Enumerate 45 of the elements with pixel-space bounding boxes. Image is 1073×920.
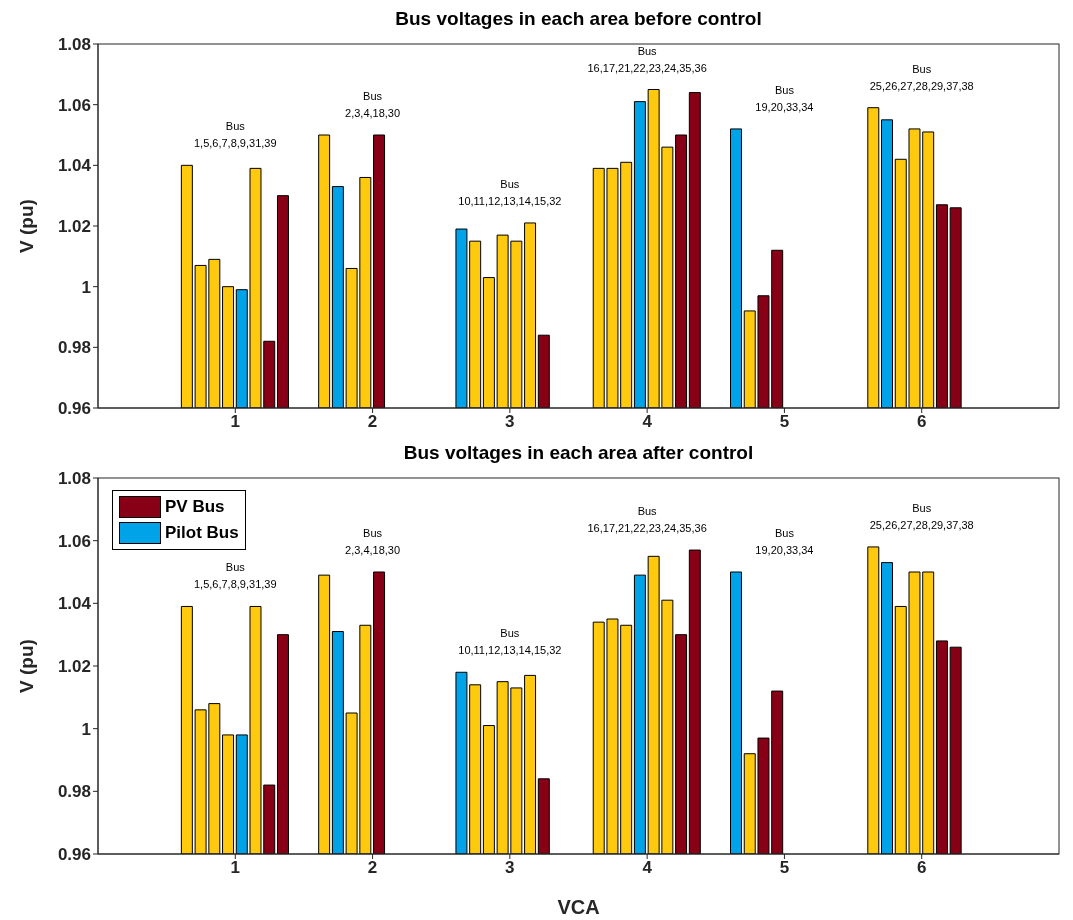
chart-title: Bus voltages in each area before control <box>394 8 763 31</box>
legend-label: Pilot Bus <box>165 523 239 543</box>
x-tick-label: 5 <box>779 412 790 432</box>
annotation: Bus 2,3,4,18,30 <box>345 90 401 119</box>
y-axis-title: V (pu) <box>15 639 37 693</box>
x-axis-title: VCA <box>557 896 600 918</box>
x-tick-label: 4 <box>642 412 653 432</box>
annotation: Bus 25,26,27,28,29,37,38 <box>869 501 974 531</box>
annotation: Bus 25,26,27,28,29,37,38 <box>869 62 974 92</box>
y-tick-label: 0.98 <box>57 338 91 358</box>
y-tick-label: 1 <box>81 277 91 297</box>
annotation: Bus 1,5,6,7,8,9,31,39 <box>194 120 277 150</box>
y-tick-label: 1.02 <box>57 217 91 237</box>
y-tick-label: 1.08 <box>57 469 91 489</box>
annotation: Bus 19,20,33,34 <box>755 83 814 113</box>
y-tick-label: 0.96 <box>57 399 91 419</box>
y-tick-label: 0.96 <box>57 845 91 865</box>
y-tick-label: 1.04 <box>57 594 92 614</box>
y-tick-label: 0.98 <box>57 782 91 802</box>
annotation: Bus 16,17,21,22,23,24,35,36 <box>587 505 707 535</box>
y-tick-label: 1.08 <box>57 35 91 55</box>
y-tick-label: 1.02 <box>57 657 91 677</box>
annotation: Bus 16,17,21,22,23,24,35,36 <box>587 44 707 74</box>
annotation: Bus 10,11,12,13,14,15,32 <box>458 627 562 657</box>
y-axis-title: V (pu) <box>15 199 37 253</box>
x-tick-label: 1 <box>230 858 241 878</box>
legend-label: PV Bus <box>165 497 225 517</box>
x-tick-label: 4 <box>642 858 653 878</box>
y-tick-label: 1.06 <box>57 95 91 115</box>
x-tick-label: 5 <box>779 858 790 878</box>
y-tick-label: 1.04 <box>57 156 92 176</box>
annotation: Bus 10,11,12,13,14,15,32 <box>458 177 562 207</box>
x-tick-label: 3 <box>505 858 515 878</box>
x-tick-label: 1 <box>230 412 241 432</box>
chart-title: Bus voltages in each area after control <box>402 442 755 465</box>
y-tick-label: 1.06 <box>57 531 91 551</box>
y-tick-label: 1 <box>81 719 91 739</box>
x-tick-label: 6 <box>916 858 927 878</box>
x-tick-label: 3 <box>505 412 515 432</box>
x-tick-label: 2 <box>367 858 378 878</box>
x-tick-label: 6 <box>916 412 927 432</box>
x-tick-label: 2 <box>367 412 378 432</box>
annotation: Bus 2,3,4,18,30 <box>345 527 401 556</box>
annotation: Bus 1,5,6,7,8,9,31,39 <box>194 561 277 591</box>
annotation: Bus 19,20,33,34 <box>755 527 814 556</box>
